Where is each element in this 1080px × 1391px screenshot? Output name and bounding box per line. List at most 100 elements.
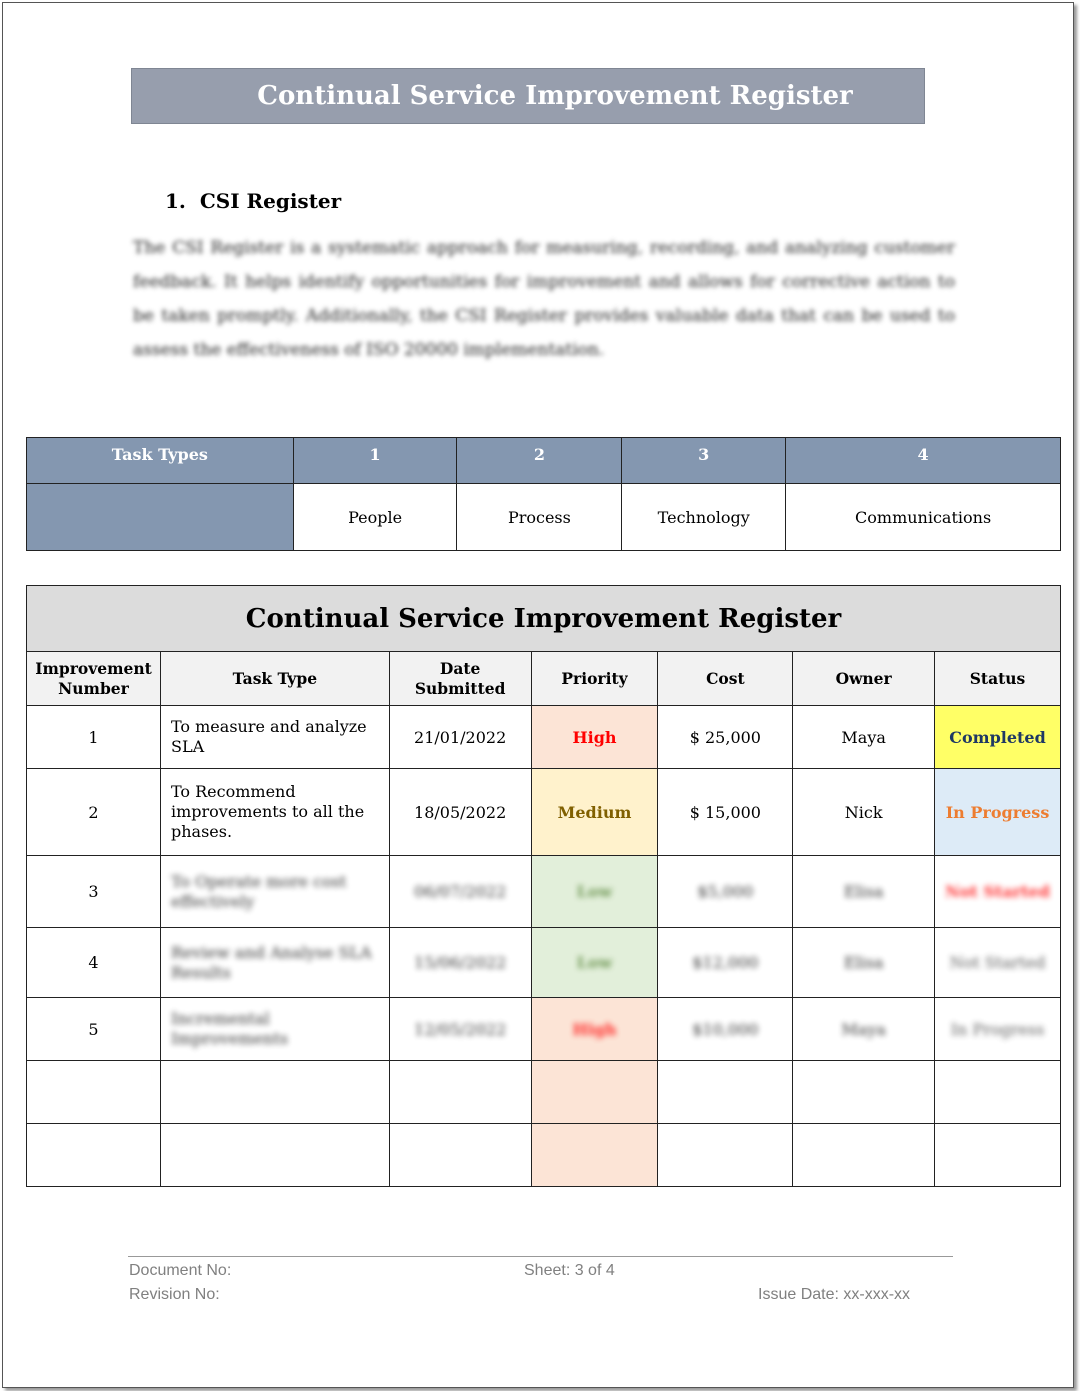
empty-cell bbox=[657, 1123, 794, 1187]
revision-no: Revision No: bbox=[129, 1286, 220, 1303]
sheet-number: Sheet: 3 of 4 bbox=[524, 1262, 615, 1279]
status: Completed bbox=[934, 705, 1061, 769]
column-header: Owner bbox=[792, 651, 936, 706]
task-type-text: To measure and analyze SLA bbox=[170, 717, 367, 756]
table-row: 5 Incremental Improvements 12/05/2022 High $… bbox=[26, 997, 1061, 1061]
task-type: To measure and analyze SLA bbox=[159, 705, 390, 769]
date-submitted: 15/06/2022 bbox=[388, 927, 532, 998]
empty-cell bbox=[159, 1060, 390, 1124]
section-title: CSI Register bbox=[199, 189, 342, 213]
empty-row bbox=[26, 1123, 1061, 1187]
table-row: 3 To Operate more cost effectively 06/07/2… bbox=[26, 855, 1061, 928]
table-row: 4 Review and Analyse SLA Results 15/06/202… bbox=[26, 927, 1061, 998]
date-submitted-text: 12/05/2022 bbox=[414, 1019, 507, 1039]
cost: $5,000 bbox=[657, 855, 794, 928]
column-header: Priority bbox=[530, 651, 659, 706]
issue-date: Issue Date: xx-xxx-xx bbox=[758, 1286, 911, 1303]
task-type: To Recommend improvements to all the pha… bbox=[159, 768, 390, 856]
task-types-header: Task Types bbox=[26, 437, 294, 484]
priority-text: Medium bbox=[557, 802, 632, 822]
owner-text: Nick bbox=[844, 802, 883, 822]
task-types-table: Task Types 1 2 3 4 People Process Techno… bbox=[26, 437, 1061, 551]
cost-text: $5,000 bbox=[697, 882, 754, 901]
empty-cell bbox=[530, 1123, 659, 1187]
empty-cell bbox=[792, 1060, 936, 1124]
section-heading: 1. CSI Register bbox=[165, 189, 341, 213]
section-number: 1. bbox=[165, 189, 186, 213]
improvement-number-text: 4 bbox=[88, 953, 99, 972]
document-no: Document No: bbox=[129, 1262, 232, 1279]
empty-row bbox=[26, 1060, 1061, 1124]
date-submitted: 12/05/2022 bbox=[388, 997, 532, 1061]
table-row: 2 To Recommend improvements to all the ph… bbox=[26, 768, 1061, 856]
improvement-number-text: 5 bbox=[88, 1019, 99, 1039]
owner: Elisa bbox=[792, 855, 936, 928]
status: In Progress bbox=[934, 997, 1061, 1061]
register-title: Continual Service Improvement Register bbox=[26, 585, 1061, 652]
type-name: People bbox=[292, 483, 458, 551]
type-number: 1 bbox=[292, 437, 458, 484]
owner: Elisa bbox=[792, 927, 936, 998]
type-number: 2 bbox=[456, 437, 623, 484]
priority: Low bbox=[530, 855, 659, 928]
empty-cell bbox=[26, 1060, 161, 1124]
improvement-number: 4 bbox=[26, 927, 161, 998]
task-type-text: To Recommend improvements to all the pha… bbox=[170, 782, 365, 841]
cost-text: $ 25,000 bbox=[689, 727, 761, 747]
cost-text: $ 15,000 bbox=[689, 802, 761, 822]
owner: Maya bbox=[792, 705, 936, 769]
date-submitted: 18/05/2022 bbox=[388, 768, 532, 856]
table-row: 1 To measure and analyze SLA 21/01/2022 Hig… bbox=[26, 705, 1061, 769]
improvement-number: 2 bbox=[26, 768, 161, 856]
date-submitted: 06/07/2022 bbox=[388, 855, 532, 928]
owner-text: Elisa bbox=[843, 882, 884, 901]
improvement-number: 3 bbox=[26, 855, 161, 928]
type-name: Process bbox=[456, 483, 623, 551]
cost: $12,000 bbox=[657, 927, 794, 998]
csi-register-table: Continual Service Improvement Register I… bbox=[26, 585, 1061, 1187]
status-text: Not Started bbox=[949, 953, 1046, 972]
type-number: 3 bbox=[621, 437, 787, 484]
improvement-number: 5 bbox=[26, 997, 161, 1061]
column-header: Improvement Number bbox=[26, 651, 161, 706]
improvement-number-text: 2 bbox=[88, 802, 99, 822]
priority-text: Low bbox=[576, 953, 613, 972]
task-type-text: To Operate more cost effectively bbox=[170, 871, 347, 911]
cost-text: $12,000 bbox=[692, 953, 759, 972]
status: Not Started bbox=[934, 927, 1061, 998]
owner-text: Maya bbox=[841, 1019, 886, 1039]
document-title: Continual Service Improvement Register bbox=[131, 68, 925, 124]
blank-cell bbox=[26, 483, 294, 551]
empty-cell bbox=[792, 1123, 936, 1187]
priority-text: Low bbox=[576, 882, 613, 901]
column-header: Cost bbox=[657, 651, 794, 706]
type-name: Communications bbox=[785, 483, 1061, 551]
task-type: Incremental Improvements bbox=[159, 997, 390, 1061]
column-header: Task Type bbox=[159, 651, 390, 706]
status: Not Started bbox=[934, 855, 1061, 928]
priority-text: High bbox=[572, 1019, 617, 1039]
empty-cell bbox=[934, 1060, 1061, 1124]
date-submitted-text: 18/05/2022 bbox=[414, 802, 507, 822]
task-type-text: Incremental Improvements bbox=[170, 1009, 289, 1048]
column-header: Status bbox=[934, 651, 1061, 706]
cost: $ 25,000 bbox=[657, 705, 794, 769]
task-type: To Operate more cost effectively bbox=[159, 855, 390, 928]
task-type: Review and Analyse SLA Results bbox=[159, 927, 390, 998]
empty-cell bbox=[530, 1060, 659, 1124]
priority: High bbox=[530, 705, 659, 769]
empty-cell bbox=[657, 1060, 794, 1124]
priority: Medium bbox=[530, 768, 659, 856]
owner: Nick bbox=[792, 768, 936, 856]
empty-cell bbox=[388, 1060, 532, 1124]
status-text: Not Started bbox=[945, 882, 1050, 901]
status-text: In Progress bbox=[950, 1019, 1045, 1039]
date-submitted-text: 06/07/2022 bbox=[414, 882, 507, 901]
owner-text: Elisa bbox=[843, 953, 884, 972]
status-text: Completed bbox=[949, 727, 1046, 747]
cost-text: $10,000 bbox=[692, 1019, 759, 1039]
date-submitted-text: 21/01/2022 bbox=[414, 727, 507, 747]
footer-divider bbox=[128, 1256, 953, 1257]
section-paragraph: The CSI Register is a systematic approac… bbox=[133, 238, 955, 360]
improvement-number-text: 1 bbox=[88, 727, 99, 747]
